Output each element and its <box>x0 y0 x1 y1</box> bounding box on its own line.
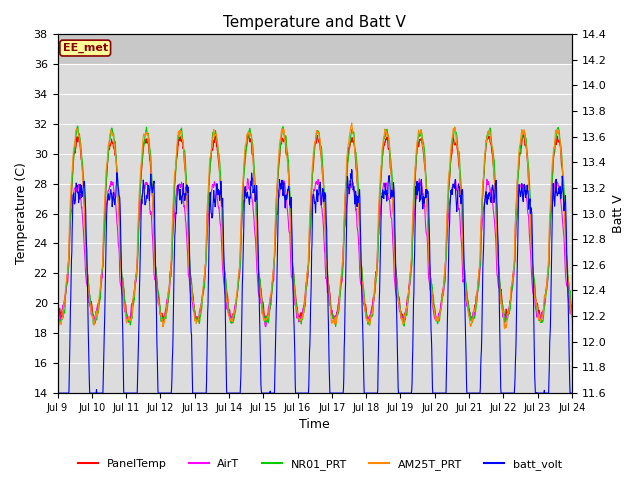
Text: EE_met: EE_met <box>63 43 108 53</box>
Legend: PanelTemp, AirT, NR01_PRT, AM25T_PRT, batt_volt: PanelTemp, AirT, NR01_PRT, AM25T_PRT, ba… <box>73 455 567 474</box>
Y-axis label: Temperature (C): Temperature (C) <box>15 163 28 264</box>
Bar <box>58 34 572 64</box>
X-axis label: Time: Time <box>300 419 330 432</box>
Title: Temperature and Batt V: Temperature and Batt V <box>223 15 406 30</box>
Y-axis label: Batt V: Batt V <box>612 194 625 233</box>
